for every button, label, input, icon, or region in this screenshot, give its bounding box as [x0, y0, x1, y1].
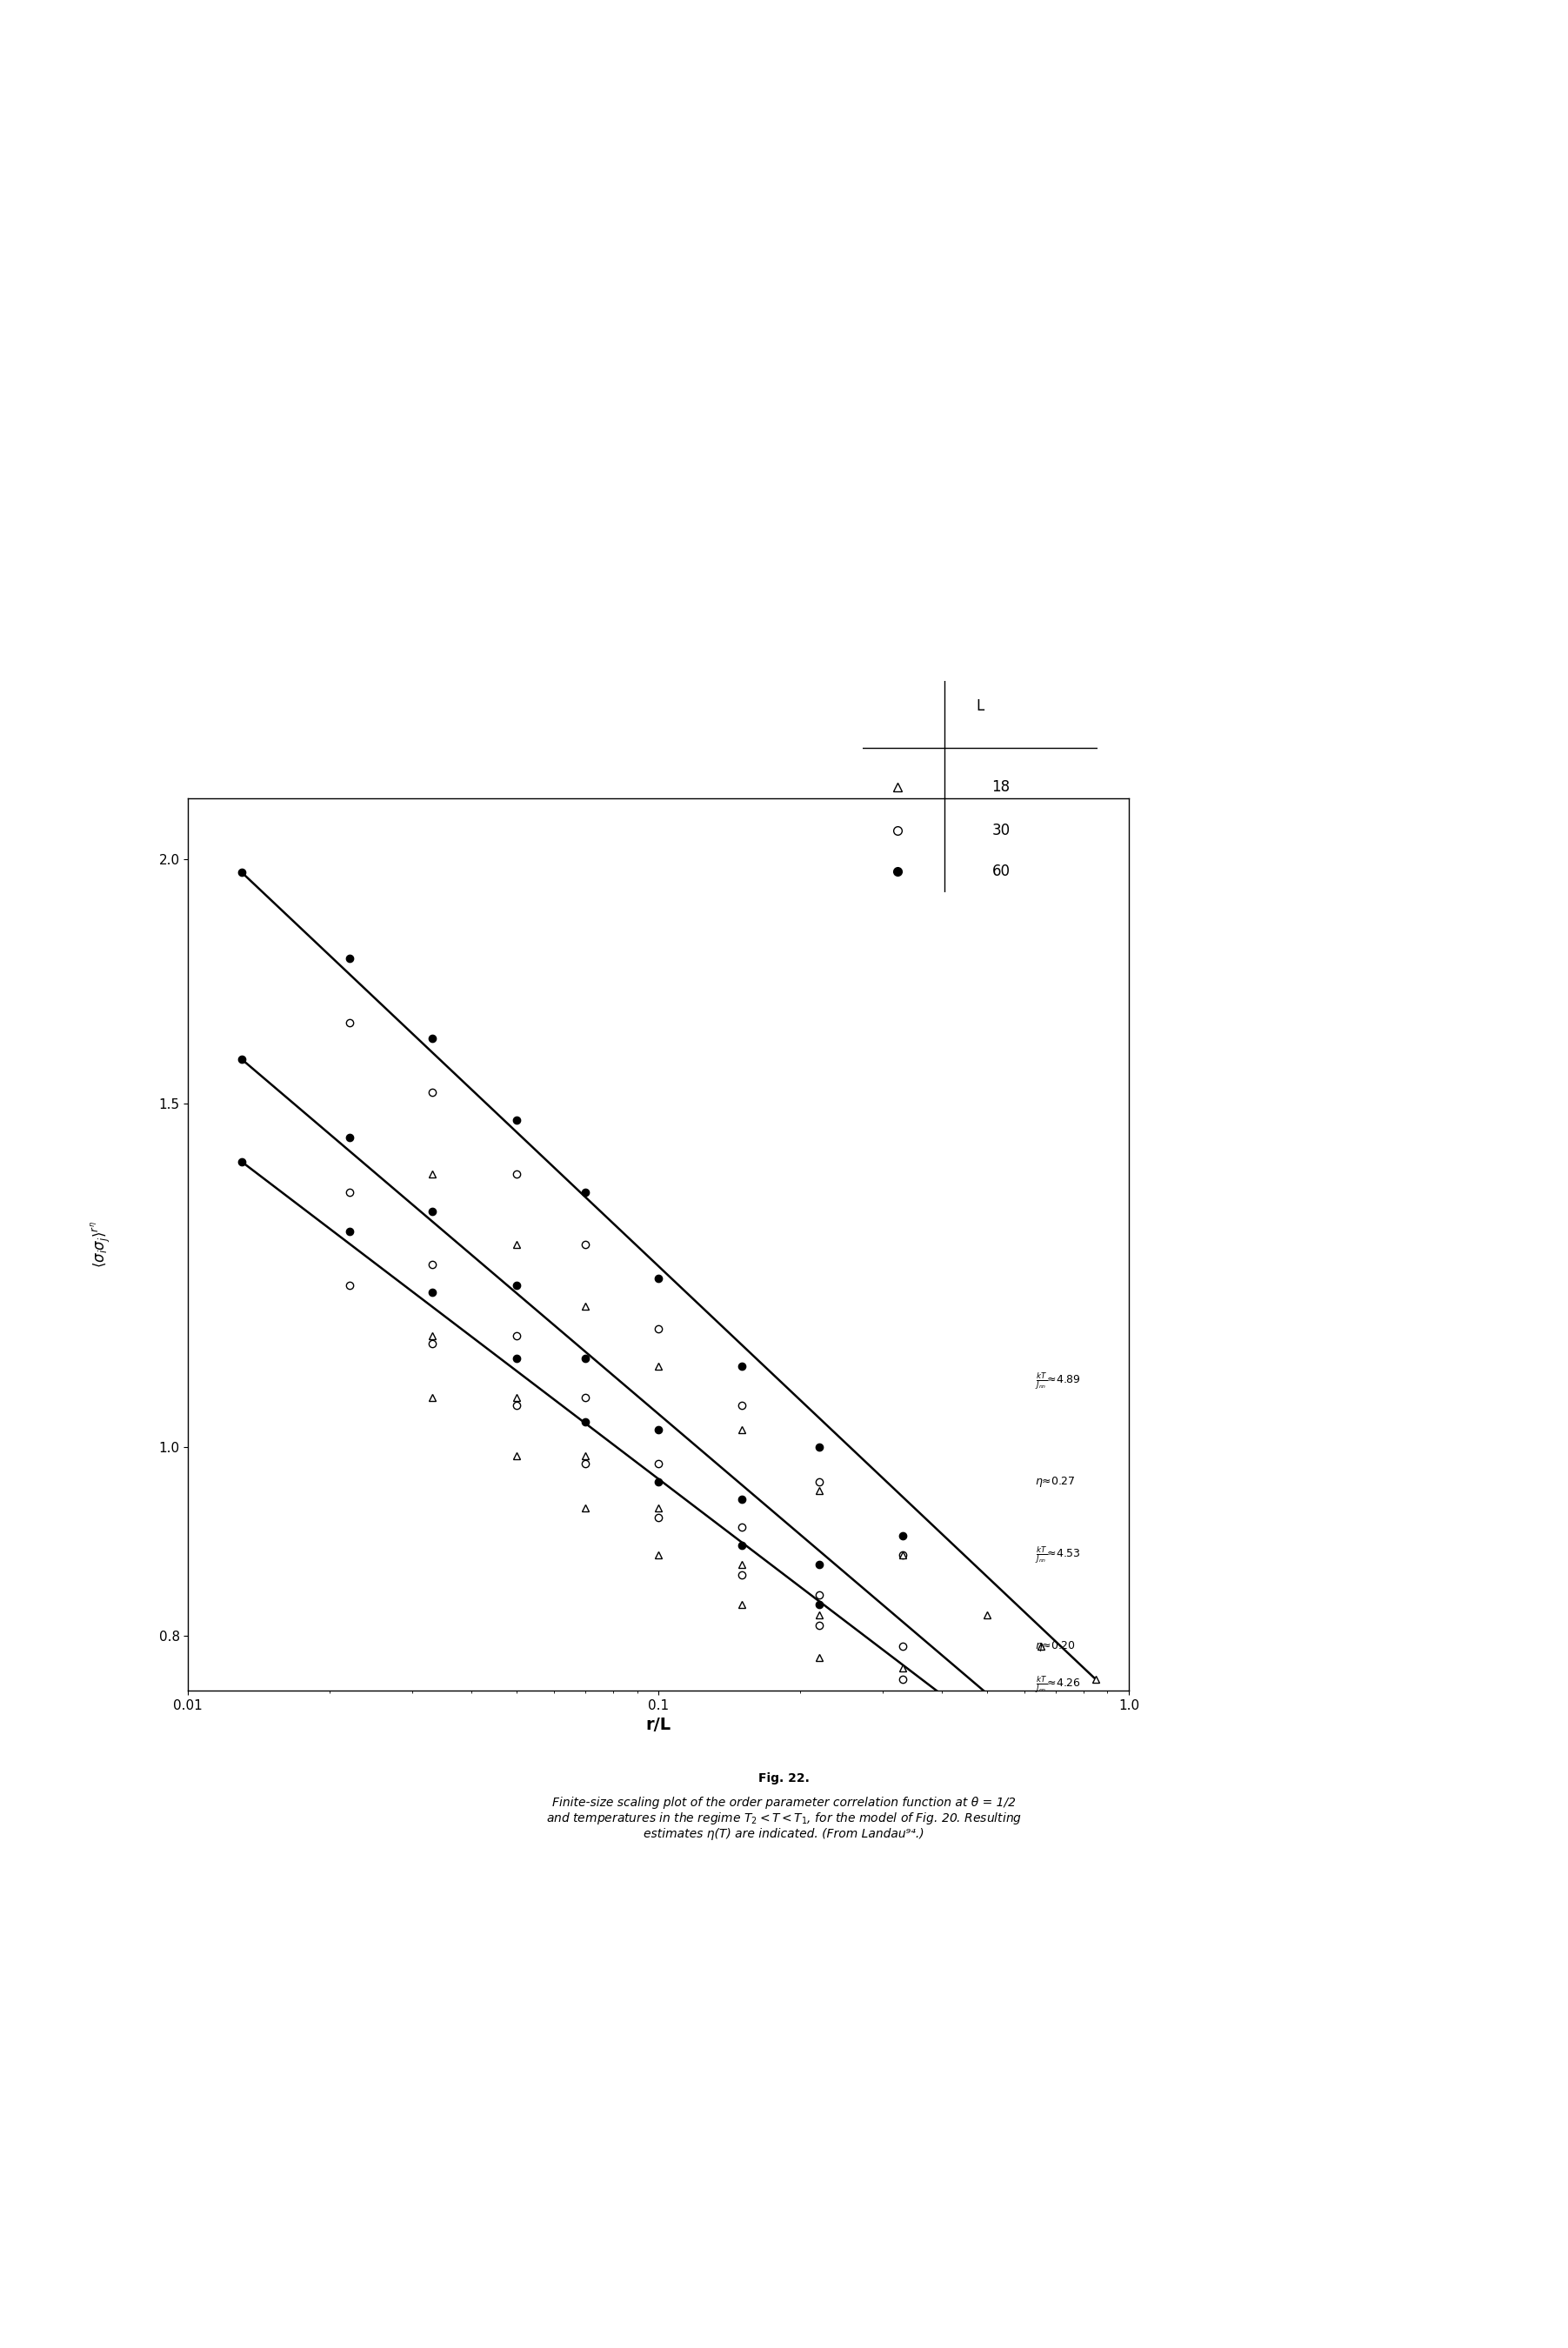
Text: Fig. 22.: Fig. 22. [759, 1773, 809, 1784]
Text: 60: 60 [993, 864, 1010, 878]
Text: Finite-size scaling plot of the order parameter correlation function at θ = 1/2
: Finite-size scaling plot of the order pa… [546, 1796, 1022, 1841]
X-axis label: r/L: r/L [646, 1716, 671, 1733]
Y-axis label: $\langle\sigma_i\sigma_j\rangle^{r^\eta}$: $\langle\sigma_i\sigma_j\rangle^{r^\eta}… [89, 1221, 113, 1268]
Text: 30: 30 [993, 822, 1010, 838]
Text: $\frac{kT}{J_{nn}}$≈4.26: $\frac{kT}{J_{nn}}$≈4.26 [1035, 1674, 1080, 1695]
Text: $\eta$≈0.20: $\eta$≈0.20 [1035, 1639, 1076, 1653]
Text: 18: 18 [993, 780, 1010, 794]
Text: $\eta$≈0.27: $\eta$≈0.27 [1035, 1475, 1076, 1489]
Text: L: L [975, 700, 985, 714]
Text: $\frac{kT}{J_{nn}}$≈4.53: $\frac{kT}{J_{nn}}$≈4.53 [1035, 1545, 1080, 1566]
Text: $\frac{kT}{J_{nn}}$≈4.89: $\frac{kT}{J_{nn}}$≈4.89 [1035, 1371, 1080, 1392]
